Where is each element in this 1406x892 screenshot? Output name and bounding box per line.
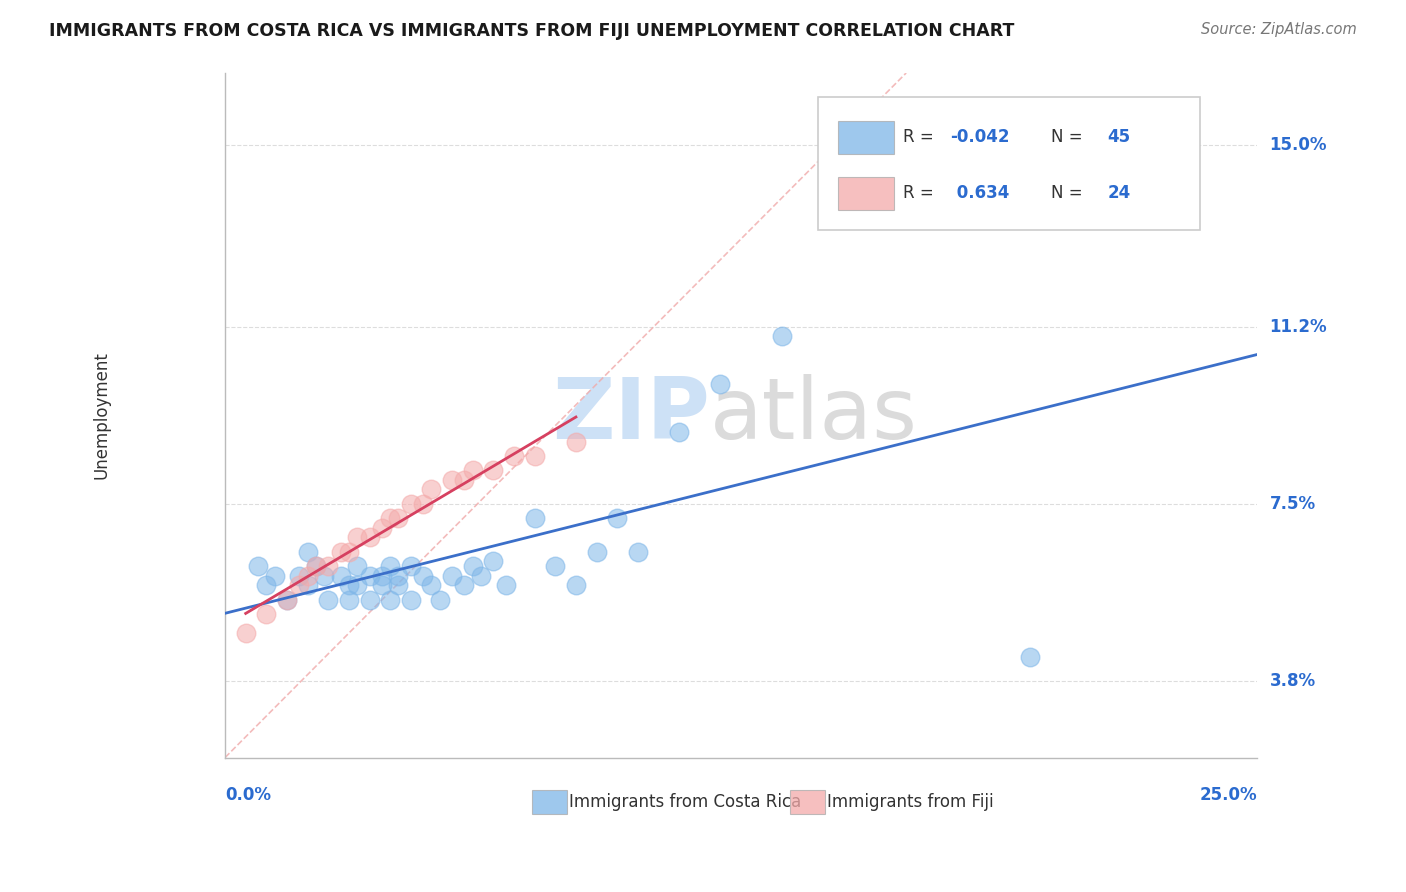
Point	[420, 578, 443, 592]
Point	[441, 473, 464, 487]
Point	[297, 568, 319, 582]
Point	[544, 559, 567, 574]
Point	[453, 578, 475, 592]
Point	[523, 449, 546, 463]
Point	[235, 626, 257, 640]
Point	[709, 377, 731, 392]
Point	[585, 544, 607, 558]
Point	[297, 578, 319, 592]
Point	[387, 511, 409, 525]
Text: 0.0%: 0.0%	[225, 786, 271, 805]
Point	[346, 578, 368, 592]
Point	[329, 544, 352, 558]
Point	[412, 568, 434, 582]
Point	[399, 592, 422, 607]
Text: Source: ZipAtlas.com: Source: ZipAtlas.com	[1201, 22, 1357, 37]
Point	[346, 559, 368, 574]
Text: N =: N =	[1050, 184, 1087, 202]
Point	[441, 568, 464, 582]
Point	[371, 568, 394, 582]
Text: 24: 24	[1108, 184, 1130, 202]
Point	[503, 449, 526, 463]
Point	[359, 530, 381, 544]
Point	[668, 425, 690, 439]
Point	[297, 544, 319, 558]
Point	[316, 592, 339, 607]
Text: IMMIGRANTS FROM COSTA RICA VS IMMIGRANTS FROM FIJI UNEMPLOYMENT CORRELATION CHAR: IMMIGRANTS FROM COSTA RICA VS IMMIGRANTS…	[49, 22, 1015, 40]
Text: 0.634: 0.634	[950, 184, 1010, 202]
Point	[337, 578, 360, 592]
Point	[387, 578, 409, 592]
Point	[337, 592, 360, 607]
Point	[470, 568, 492, 582]
Text: ZIP: ZIP	[553, 374, 710, 457]
Point	[429, 592, 451, 607]
Point	[1019, 650, 1042, 665]
Point	[371, 521, 394, 535]
Point	[305, 559, 328, 574]
FancyBboxPatch shape	[838, 177, 894, 210]
Point	[288, 578, 311, 592]
Point	[565, 434, 588, 449]
Point	[263, 568, 285, 582]
FancyBboxPatch shape	[818, 97, 1201, 230]
Point	[420, 483, 443, 497]
FancyBboxPatch shape	[531, 789, 567, 814]
Text: -0.042: -0.042	[950, 128, 1010, 145]
Point	[399, 497, 422, 511]
Point	[346, 530, 368, 544]
Point	[482, 554, 505, 568]
Point	[337, 544, 360, 558]
Text: 45: 45	[1108, 128, 1130, 145]
Text: 11.2%: 11.2%	[1270, 318, 1327, 335]
Point	[288, 568, 311, 582]
Point	[247, 559, 270, 574]
Point	[461, 463, 484, 477]
Point	[495, 578, 517, 592]
Text: 15.0%: 15.0%	[1270, 136, 1327, 153]
Text: Unemployment: Unemployment	[93, 351, 110, 479]
FancyBboxPatch shape	[790, 789, 825, 814]
Point	[453, 473, 475, 487]
Point	[371, 578, 394, 592]
Point	[380, 559, 402, 574]
Point	[380, 592, 402, 607]
Point	[606, 511, 628, 525]
FancyBboxPatch shape	[838, 121, 894, 153]
Point	[482, 463, 505, 477]
Text: 25.0%: 25.0%	[1199, 786, 1257, 805]
Text: R =: R =	[903, 184, 939, 202]
Point	[314, 568, 336, 582]
Text: atlas: atlas	[710, 374, 918, 457]
Point	[305, 559, 328, 574]
Point	[254, 578, 277, 592]
Point	[399, 559, 422, 574]
Point	[359, 568, 381, 582]
Point	[523, 511, 546, 525]
Point	[461, 559, 484, 574]
Text: 3.8%: 3.8%	[1270, 672, 1316, 690]
Point	[832, 195, 855, 210]
Point	[412, 497, 434, 511]
Point	[380, 511, 402, 525]
Point	[770, 329, 793, 343]
Text: N =: N =	[1050, 128, 1087, 145]
Point	[316, 559, 339, 574]
Point	[276, 592, 298, 607]
Point	[627, 544, 650, 558]
Point	[254, 607, 277, 621]
Text: 7.5%: 7.5%	[1270, 495, 1316, 513]
Text: R =: R =	[903, 128, 939, 145]
Point	[387, 568, 409, 582]
Point	[565, 578, 588, 592]
Text: Immigrants from Fiji: Immigrants from Fiji	[827, 793, 993, 811]
Point	[359, 592, 381, 607]
Point	[276, 592, 298, 607]
Text: Immigrants from Costa Rica: Immigrants from Costa Rica	[568, 793, 801, 811]
Point	[329, 568, 352, 582]
